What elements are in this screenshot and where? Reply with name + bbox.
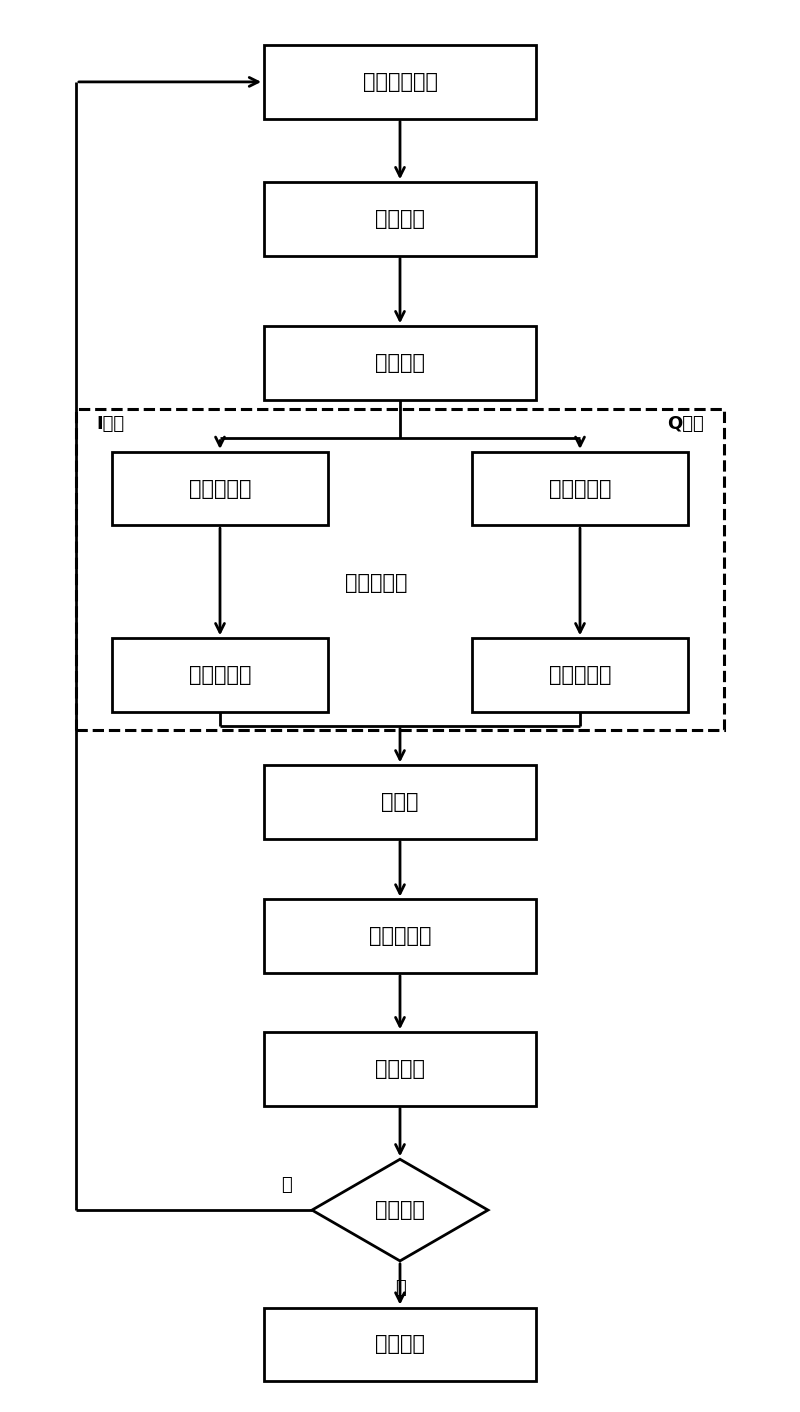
- Text: 第二次差分: 第二次差分: [549, 665, 611, 685]
- FancyBboxPatch shape: [264, 182, 536, 256]
- FancyBboxPatch shape: [112, 638, 328, 712]
- Text: 结束检测: 结束检测: [375, 1334, 425, 1354]
- Text: 双重差分器: 双重差分器: [345, 573, 407, 593]
- FancyBboxPatch shape: [264, 1032, 536, 1106]
- FancyBboxPatch shape: [472, 638, 688, 712]
- Text: 数据组合: 数据组合: [375, 353, 425, 373]
- Text: 否: 否: [282, 1176, 292, 1193]
- FancyBboxPatch shape: [112, 452, 328, 525]
- Text: Q支路: Q支路: [667, 415, 704, 432]
- Text: 存在信号: 存在信号: [375, 1200, 425, 1220]
- FancyBboxPatch shape: [264, 765, 536, 839]
- Text: I支路: I支路: [96, 415, 124, 432]
- FancyBboxPatch shape: [264, 899, 536, 973]
- Text: 累加器: 累加器: [382, 792, 418, 812]
- FancyBboxPatch shape: [264, 45, 536, 119]
- Text: 相关积分: 相关积分: [375, 209, 425, 229]
- Text: 是: 是: [394, 1279, 406, 1298]
- Text: 第一次差分: 第一次差分: [189, 479, 251, 498]
- FancyBboxPatch shape: [264, 326, 536, 400]
- Polygon shape: [312, 1159, 488, 1261]
- FancyBboxPatch shape: [264, 1308, 536, 1381]
- FancyBboxPatch shape: [472, 452, 688, 525]
- Text: 门限比较: 门限比较: [375, 1059, 425, 1079]
- Text: 第一次差分: 第一次差分: [549, 479, 611, 498]
- Text: 第二次差分: 第二次差分: [189, 665, 251, 685]
- Text: 信噪比计算: 信噪比计算: [369, 926, 431, 946]
- Text: 确定搜索范围: 确定搜索范围: [362, 72, 438, 92]
